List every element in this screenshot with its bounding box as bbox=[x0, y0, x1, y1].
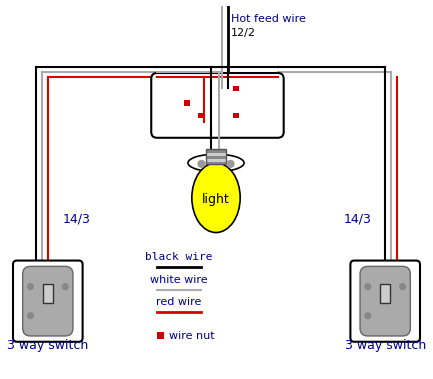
Circle shape bbox=[365, 284, 371, 290]
Bar bbox=[184, 100, 190, 106]
Bar bbox=[157, 332, 164, 339]
Bar bbox=[207, 159, 226, 162]
FancyBboxPatch shape bbox=[151, 73, 284, 138]
Text: 3 way switch: 3 way switch bbox=[345, 339, 426, 352]
Bar bbox=[207, 156, 226, 159]
Text: 14/3: 14/3 bbox=[63, 213, 91, 226]
Circle shape bbox=[28, 313, 33, 319]
Text: red wire: red wire bbox=[155, 297, 201, 307]
Text: light: light bbox=[202, 193, 230, 206]
Bar bbox=[43, 284, 53, 303]
Ellipse shape bbox=[192, 163, 240, 233]
Text: Hot feed wire: Hot feed wire bbox=[230, 14, 305, 24]
Bar bbox=[233, 113, 239, 119]
Text: 14/3: 14/3 bbox=[343, 213, 371, 226]
FancyBboxPatch shape bbox=[350, 260, 420, 342]
Text: wire nut: wire nut bbox=[168, 331, 214, 341]
Bar bbox=[207, 162, 226, 165]
Text: black wire: black wire bbox=[145, 252, 212, 263]
Circle shape bbox=[28, 284, 33, 290]
Text: white wire: white wire bbox=[149, 275, 207, 285]
Bar bbox=[207, 153, 226, 156]
Bar bbox=[233, 86, 239, 91]
Bar bbox=[380, 284, 390, 303]
Circle shape bbox=[365, 313, 371, 319]
Bar bbox=[197, 113, 204, 119]
Text: 3 way switch: 3 way switch bbox=[7, 339, 88, 352]
Bar bbox=[207, 150, 226, 153]
FancyBboxPatch shape bbox=[360, 266, 410, 336]
Circle shape bbox=[227, 160, 234, 167]
Text: 12/2: 12/2 bbox=[230, 28, 255, 38]
FancyBboxPatch shape bbox=[13, 260, 83, 342]
FancyBboxPatch shape bbox=[23, 266, 73, 336]
Circle shape bbox=[62, 284, 68, 290]
Ellipse shape bbox=[188, 154, 244, 172]
Circle shape bbox=[400, 284, 405, 290]
Circle shape bbox=[198, 160, 205, 167]
Bar bbox=[207, 149, 226, 164]
